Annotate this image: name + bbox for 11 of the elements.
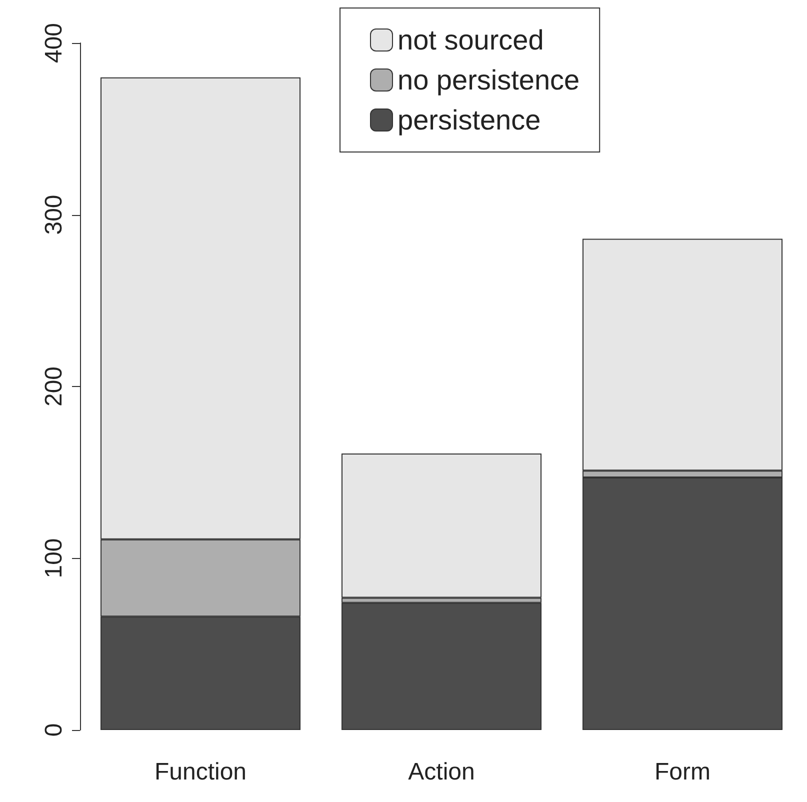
y-tick-label: 300 — [40, 194, 68, 235]
x-tick-label: Action — [408, 758, 475, 786]
y-tick-label: 200 — [40, 366, 68, 407]
legend-label: no persistence — [398, 64, 580, 96]
legend-label: not sourced — [398, 24, 544, 56]
y-tick-label: 400 — [40, 22, 68, 64]
x-tick-label: Form — [654, 758, 710, 786]
x-tick-label: Function — [154, 758, 247, 786]
legend-label: persistence — [398, 104, 541, 136]
y-tick-label: 0 — [40, 723, 68, 737]
y-tick-label: 100 — [40, 538, 68, 578]
